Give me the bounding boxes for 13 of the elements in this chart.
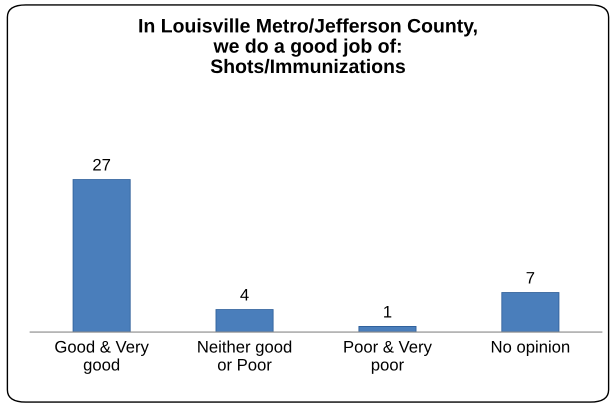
bar [72, 179, 131, 332]
data-label: 7 [526, 272, 534, 284]
x-tick-label: Neither good or Poor [198, 340, 292, 371]
bar [358, 326, 416, 332]
chart-title: In Louisville Metro/Jefferson County, we do a good job of: Shots/Immunizations [139, 18, 477, 74]
data-label: 1 [384, 306, 392, 318]
data-label: 4 [240, 289, 249, 300]
x-tick-label: Good & Very good [55, 340, 149, 374]
data-label: 27 [93, 158, 110, 170]
x-tick-label: Poor & Very poor [344, 340, 432, 374]
bar [501, 292, 560, 332]
x-tick-label: No opinion [492, 340, 570, 356]
bar [216, 309, 274, 332]
